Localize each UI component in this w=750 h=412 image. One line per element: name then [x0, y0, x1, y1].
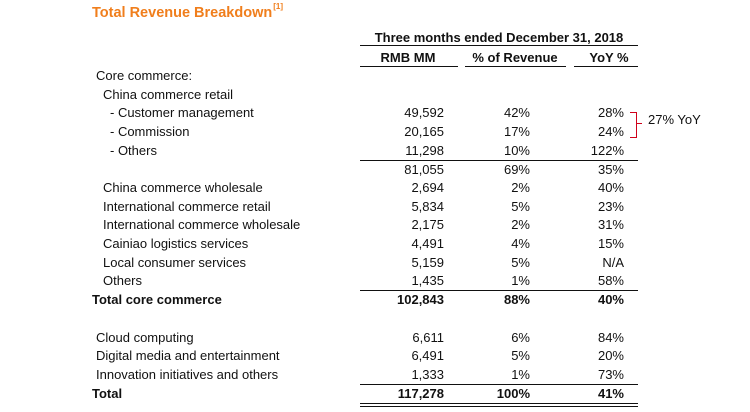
yoy-annotation: 27% YoY: [648, 112, 701, 127]
table-row: Cainiao logistics services 4,491 4% 15%: [0, 235, 750, 253]
table-row: Core commerce:: [0, 67, 750, 85]
rmb-value: 117,278: [397, 386, 444, 401]
table-row: Innovation initiatives and others 1,333 …: [0, 366, 750, 384]
table-row: Others 1,435 1% 58%: [0, 272, 750, 290]
subtotal-rule: [360, 160, 638, 161]
yoy-value: N/A: [602, 255, 624, 270]
table-row: Digital media and entertainment 6,491 5%…: [0, 347, 750, 365]
yoy-value: 20%: [597, 348, 624, 363]
period-underline: [360, 45, 638, 46]
table-row: China commerce wholesale 2,694 2% 40%: [0, 179, 750, 197]
pct-value: 42%: [503, 105, 530, 120]
rmb-value: 6,491: [411, 348, 444, 363]
yoy-value: 73%: [597, 367, 624, 382]
pct-value: 5%: [511, 255, 530, 270]
row-label: Total: [92, 386, 123, 401]
rmb-value: 4,491: [411, 236, 444, 251]
rmb-value: 2,175: [411, 217, 444, 232]
yoy-value: 35%: [597, 162, 624, 177]
row-label: International commerce retail: [103, 199, 271, 214]
row-label: Innovation initiatives and others: [96, 367, 279, 382]
rmb-value: 49,592: [404, 105, 444, 120]
row-label: Digital media and entertainment: [96, 348, 280, 363]
yoy-bracket: [630, 112, 637, 138]
rmb-value: 11,298: [405, 143, 444, 158]
table-row: 81,055 69% 35%: [0, 161, 750, 179]
row-label: - Customer management: [110, 105, 254, 120]
column-underline-yoy: [574, 66, 638, 67]
grand-total-double-rule: [360, 403, 638, 407]
yoy-bracket-tick: [637, 123, 642, 124]
table-row: - Commission 20,165 17% 24%: [0, 123, 750, 141]
pct-value: 5%: [511, 348, 530, 363]
pct-value: 2%: [511, 217, 530, 232]
row-label: Cloud computing: [96, 330, 194, 345]
table-row-grand-total: Total 117,278 100% 41%: [0, 385, 750, 403]
pct-value: 17%: [503, 124, 530, 139]
row-label: International commerce wholesale: [103, 217, 301, 232]
table-row: International commerce retail 5,834 5% 2…: [0, 198, 750, 216]
table-row: China commerce retail: [0, 86, 750, 104]
pct-value: 1%: [511, 273, 530, 288]
rmb-value: 5,159: [411, 255, 444, 270]
pct-value: 5%: [511, 199, 530, 214]
pct-value: 88%: [503, 292, 530, 307]
pct-value: 6%: [511, 330, 530, 345]
row-label: - Others: [110, 143, 157, 158]
yoy-value: 31%: [597, 217, 624, 232]
pct-value: 69%: [503, 162, 530, 177]
yoy-value: 84%: [597, 330, 624, 345]
yoy-value: 28%: [597, 105, 624, 120]
rmb-value: 81,055: [404, 162, 444, 177]
rmb-value: 102,843: [397, 292, 444, 307]
row-label: Others: [103, 273, 143, 288]
table-row: - Customer management 49,592 42% 28%: [0, 104, 750, 122]
row-label: Core commerce:: [96, 68, 193, 83]
table-row: - Others 11,298 10% 122%: [0, 142, 750, 160]
yoy-value: 41%: [597, 386, 624, 401]
core-total-rule: [360, 290, 638, 291]
rmb-value: 2,694: [411, 180, 444, 195]
yoy-value: 40%: [597, 180, 624, 195]
column-underline-rmb: [360, 66, 458, 67]
title-footnote: [1]: [273, 2, 283, 11]
yoy-value: 24%: [597, 124, 624, 139]
column-header-rmb: RMB MM: [380, 50, 436, 65]
page-title: Total Revenue Breakdown[1]: [92, 2, 283, 21]
column-underline-pct: [465, 66, 566, 67]
rmb-value: 1,435: [411, 273, 444, 288]
rmb-value: 20,165: [404, 124, 444, 139]
pct-value: 100%: [496, 386, 530, 401]
row-label: Total core commerce: [92, 292, 222, 307]
column-header-pct: % of Revenue: [472, 50, 558, 65]
period-header: Three months ended December 31, 2018: [374, 30, 624, 45]
table-row-total: Total core commerce 102,843 88% 40%: [0, 291, 750, 309]
table-row: Local consumer services 5,159 5% N/A: [0, 254, 750, 272]
column-header-yoy: YoY %: [589, 50, 629, 65]
row-label: Cainiao logistics services: [103, 236, 249, 251]
table-row: International commerce wholesale 2,175 2…: [0, 216, 750, 234]
pct-value: 1%: [511, 367, 530, 382]
title-text: Total Revenue Breakdown: [92, 4, 273, 21]
pct-value: 4%: [511, 236, 530, 251]
pct-value: 10%: [503, 143, 530, 158]
rmb-value: 6,611: [412, 330, 444, 345]
yoy-value: 58%: [597, 273, 624, 288]
table-row: Cloud computing 6,611 6% 84%: [0, 329, 750, 347]
yoy-value: 40%: [597, 292, 624, 307]
yoy-value: 23%: [597, 199, 624, 214]
yoy-value: 122%: [590, 143, 624, 158]
pct-value: 2%: [511, 180, 530, 195]
row-label: China commerce retail: [103, 87, 234, 102]
row-label: - Commission: [110, 124, 190, 139]
grand-total-rule: [360, 384, 638, 385]
row-label: China commerce wholesale: [103, 180, 263, 195]
rmb-value: 1,333: [411, 367, 444, 382]
rmb-value: 5,834: [411, 199, 444, 214]
row-label: Local consumer services: [103, 255, 247, 270]
yoy-value: 15%: [597, 236, 624, 251]
